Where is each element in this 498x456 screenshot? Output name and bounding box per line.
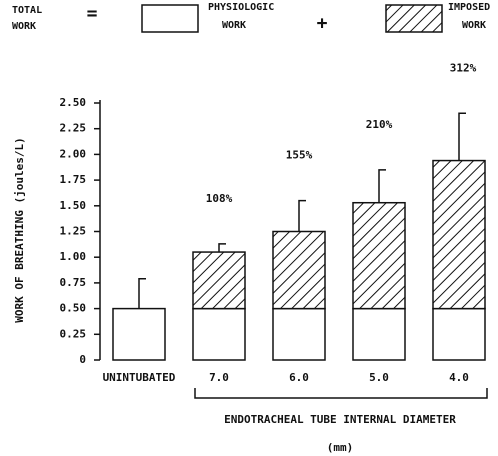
- error-bar: [218, 243, 226, 253]
- bar-segment: [112, 307, 166, 361]
- error-bar: [298, 199, 306, 232]
- x-tick-label: 5.0: [369, 371, 389, 384]
- bar-segment: [272, 307, 326, 361]
- bar-segment: [352, 201, 406, 310]
- bar-segment: [352, 307, 406, 361]
- error-bar: [458, 112, 466, 161]
- bar-segment: [432, 307, 486, 361]
- y-tick-label: 0.25: [60, 327, 87, 340]
- y-tick-label: 1.00: [60, 250, 87, 263]
- bar-segment: [192, 307, 246, 361]
- y-tick-label: 0.75: [60, 276, 87, 289]
- bar-segment: [432, 159, 486, 310]
- annotation: 210%: [366, 118, 393, 131]
- y-tick-label: 1.75: [60, 173, 87, 186]
- annotation: 108%: [206, 192, 233, 205]
- error-bar: [378, 169, 386, 203]
- legend-title: TOTAL WORK: [12, 5, 42, 32]
- legend-label: IMPOSED WORK: [448, 2, 490, 31]
- x-tick-label: 7.0: [209, 371, 229, 384]
- x-tick-label: 6.0: [289, 371, 309, 384]
- bar-segment: [272, 230, 326, 310]
- y-tick-label: 0.50: [60, 302, 87, 315]
- x-axis-unit: (mm): [327, 441, 354, 454]
- legend: TOTAL WORK = + PHYSIOLOGIC WORK IMPOSED WORK: [12, 2, 490, 34]
- legend-label: PHYSIOLOGIC WORK: [208, 2, 274, 31]
- error-bar: [138, 278, 146, 309]
- y-tick-label: 1.50: [60, 199, 87, 212]
- x-axis-label: ENDOTRACHEAL TUBE INTERNAL DIAMETER: [224, 413, 456, 426]
- legend-swatch: [385, 4, 443, 33]
- legend-operator: =: [87, 3, 98, 24]
- y-tick-label: 2.00: [60, 147, 87, 160]
- y-tick-label: 2.50: [60, 96, 87, 109]
- x-tick-label: 4.0: [449, 371, 469, 384]
- legend-operator: +: [317, 13, 328, 34]
- bar-segment: [192, 251, 246, 310]
- y-tick-label: 0: [79, 353, 86, 366]
- x-bracket: [194, 388, 488, 399]
- y-tick-label: 1.25: [60, 225, 87, 238]
- annotation: 155%: [286, 149, 313, 162]
- annotation: 312%: [450, 61, 477, 74]
- y-axis-label: WORK OF BREATHING (joules/L): [13, 137, 26, 322]
- legend-swatch: [141, 4, 199, 33]
- x-tick-label: UNINTUBATED: [103, 371, 176, 384]
- y-tick-label: 2.25: [60, 122, 87, 135]
